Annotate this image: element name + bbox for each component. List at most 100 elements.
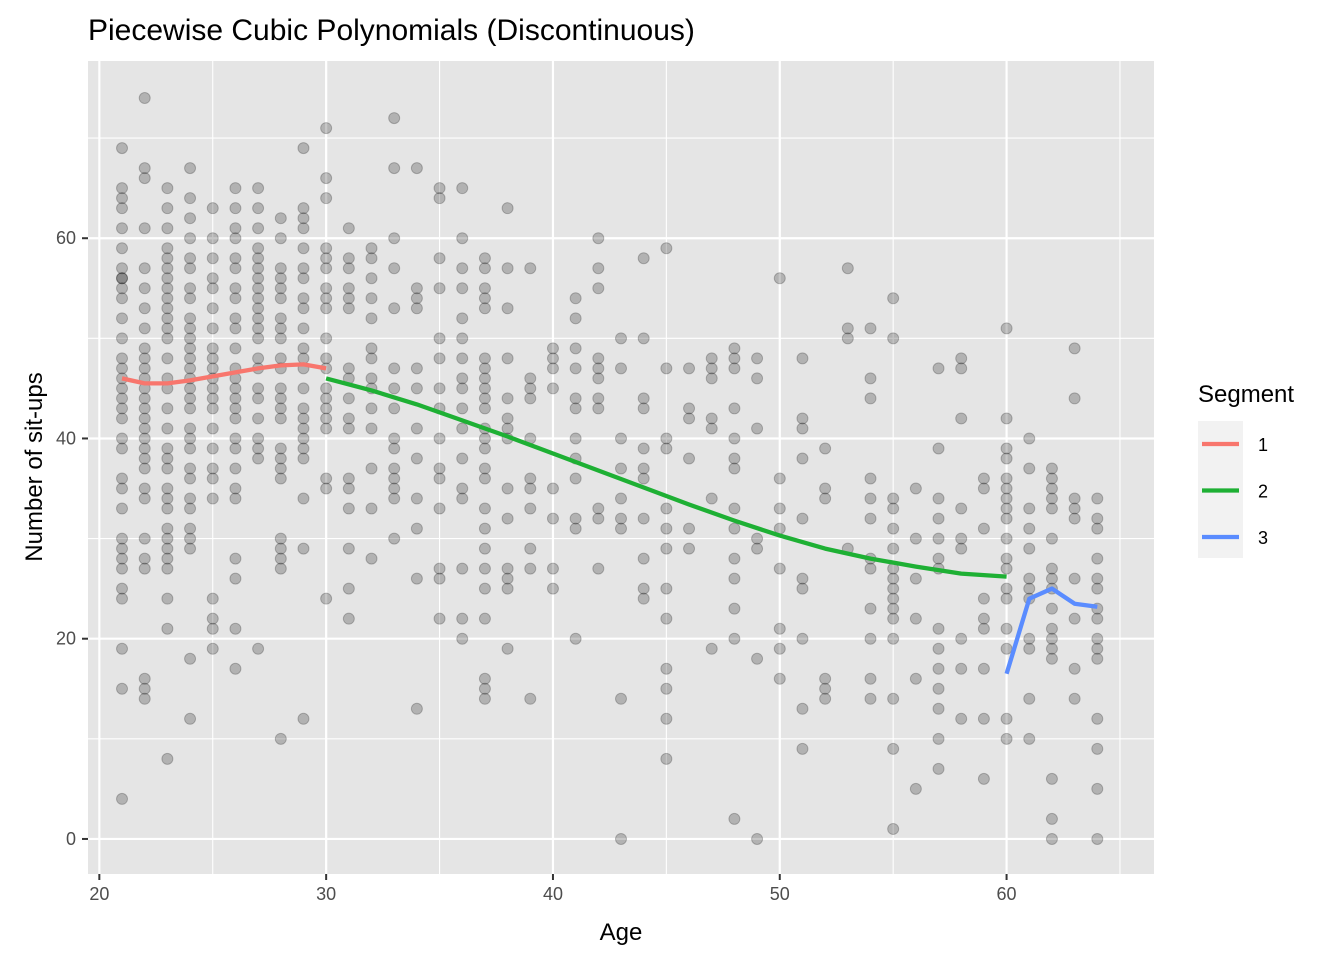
data-point <box>229 572 242 585</box>
data-point <box>501 562 514 575</box>
data-point <box>297 292 310 305</box>
data-point <box>138 172 151 185</box>
data-point <box>728 812 741 825</box>
data-point <box>342 472 355 485</box>
data-point <box>297 352 310 365</box>
data-point <box>274 402 287 415</box>
data-point <box>433 192 446 205</box>
data-point <box>887 692 900 705</box>
data-point <box>660 662 673 675</box>
data-point <box>184 342 197 355</box>
x-tick-label: 20 <box>89 884 109 904</box>
data-point <box>184 332 197 345</box>
data-point <box>138 282 151 295</box>
legend-label-1: 1 <box>1258 435 1268 455</box>
data-point <box>365 242 378 255</box>
data-point <box>388 492 401 505</box>
data-point <box>1023 542 1036 555</box>
data-point <box>161 752 174 765</box>
data-point <box>955 532 968 545</box>
data-point <box>138 222 151 235</box>
data-point <box>955 662 968 675</box>
data-point <box>478 362 491 375</box>
data-point <box>1045 532 1058 545</box>
data-point <box>274 272 287 285</box>
data-point <box>955 412 968 425</box>
data-point <box>841 262 854 275</box>
data-point <box>161 552 174 565</box>
data-point <box>297 382 310 395</box>
data-point <box>297 242 310 255</box>
data-point <box>274 412 287 425</box>
data-point <box>546 362 559 375</box>
data-point <box>206 492 219 505</box>
data-point <box>184 282 197 295</box>
data-point <box>206 342 219 355</box>
data-point <box>592 282 605 295</box>
legend-label-3: 3 <box>1258 528 1268 548</box>
data-point <box>751 422 764 435</box>
data-point <box>1045 502 1058 515</box>
data-point <box>388 232 401 245</box>
data-point <box>161 262 174 275</box>
data-point <box>501 482 514 495</box>
data-point <box>297 452 310 465</box>
data-point <box>320 292 333 305</box>
data-point <box>977 592 990 605</box>
data-point <box>184 432 197 445</box>
data-point <box>365 552 378 565</box>
data-point <box>433 332 446 345</box>
data-point <box>138 462 151 475</box>
legend-entries: 1 2 3 <box>1198 421 1268 558</box>
data-point <box>887 822 900 835</box>
data-point <box>478 292 491 305</box>
data-point <box>342 392 355 405</box>
data-point <box>841 332 854 345</box>
data-point <box>274 312 287 325</box>
data-point <box>184 252 197 265</box>
data-point <box>229 342 242 355</box>
data-point <box>932 702 945 715</box>
data-point <box>206 472 219 485</box>
data-point <box>637 402 650 415</box>
data-point <box>1068 342 1081 355</box>
data-point <box>116 562 129 575</box>
data-point <box>342 222 355 235</box>
data-point <box>320 262 333 275</box>
data-point <box>1045 462 1058 475</box>
data-point <box>229 262 242 275</box>
data-point <box>819 492 832 505</box>
data-point <box>229 312 242 325</box>
data-point <box>184 502 197 515</box>
data-point <box>433 352 446 365</box>
data-point <box>1023 502 1036 515</box>
data-point <box>819 682 832 695</box>
data-point <box>433 462 446 475</box>
data-point <box>615 692 627 705</box>
data-point <box>274 462 287 475</box>
data-point <box>274 472 287 485</box>
data-point <box>274 392 287 405</box>
data-point <box>116 392 129 405</box>
data-point <box>206 272 219 285</box>
data-point <box>274 382 287 395</box>
data-point <box>478 682 491 695</box>
data-point <box>297 222 310 235</box>
data-point <box>365 372 378 385</box>
segment-3-line <box>1004 586 1098 675</box>
data-point <box>320 282 333 295</box>
data-point <box>229 462 242 475</box>
data-point <box>320 192 333 205</box>
data-point <box>478 612 491 625</box>
data-point <box>229 662 242 675</box>
data-point <box>728 602 741 615</box>
data-point <box>615 832 627 845</box>
data-point <box>955 712 968 725</box>
data-point <box>161 492 174 505</box>
data-point <box>864 602 877 615</box>
data-point <box>637 462 650 475</box>
data-point <box>116 352 129 365</box>
data-point <box>138 262 151 275</box>
data-point <box>388 402 401 415</box>
data-point <box>161 542 174 555</box>
